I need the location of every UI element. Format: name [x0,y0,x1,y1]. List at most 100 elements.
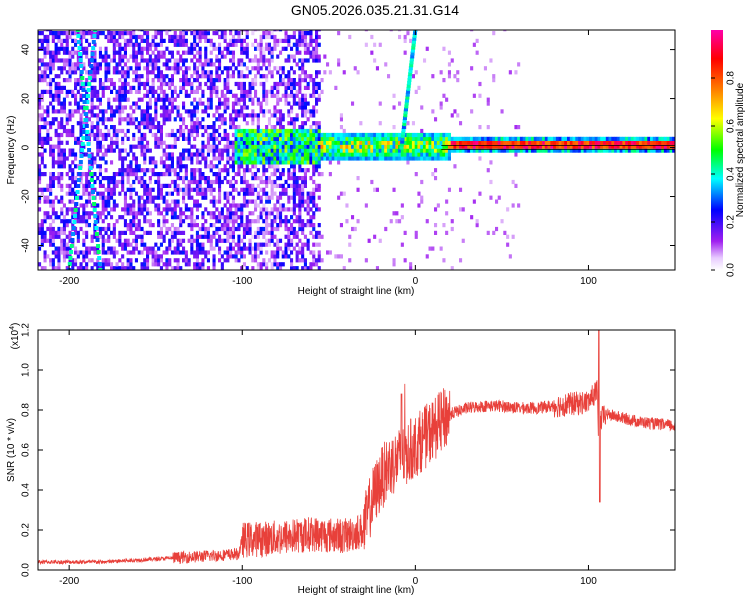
heatmap-cell [170,93,174,98]
heatmap-cell [603,136,607,141]
heatmap-cell [353,66,357,71]
heatmap-cell [359,140,363,145]
heatmap-cell [447,70,451,75]
heatmap-cell [231,199,235,204]
heatmap-cell [206,144,210,149]
heatmap-cell [206,78,210,83]
heatmap-cell [115,89,119,94]
heatmap-cell [193,105,197,110]
heatmap-cell [544,148,548,153]
heatmap-cell [170,81,174,87]
colorbar-tick-label: 0.6 [726,119,737,133]
heatmap-cell [212,128,216,134]
heatmap-cell [351,156,355,161]
heatmap-cell [237,160,241,165]
heatmap-cell [143,132,147,138]
heatmap-cell [184,109,188,114]
heatmap-cell [38,93,42,98]
heatmap-cell [60,156,64,161]
heatmap-cell [46,34,50,40]
heatmap-cell [159,81,163,87]
heatmap-cell [248,132,252,138]
heatmap-cell [40,70,44,75]
heatmap-cell [101,152,105,157]
heatmap-cell [290,207,294,212]
heatmap-cell [170,160,174,165]
heatmap-cell [151,132,155,138]
heatmap-cell [49,93,53,98]
heatmap-cell [195,152,199,157]
heatmap-cell [182,78,186,83]
heatmap-cell [279,38,283,43]
heatmap-cell [218,140,222,145]
heatmap-cell [220,238,224,243]
heatmap-cell [38,223,42,228]
heatmap-cell [395,144,399,149]
heatmap-cell [49,101,53,106]
heatmap-cell [262,62,266,67]
heatmap-cell [245,34,249,40]
heatmap-cell [65,254,69,259]
heatmap-cell [57,179,61,185]
heatmap-cell [234,203,238,208]
heatmap-cell [187,215,191,220]
heatmap-cell [240,215,244,220]
heatmap-cell [68,168,72,173]
heatmap-cell [284,254,288,259]
heatmap-cell [251,187,255,192]
heatmap-cell [162,152,166,157]
heatmap-cell [284,215,288,220]
heatmap-cell [315,74,319,79]
heatmap-cell [414,152,418,157]
heatmap-cell [373,187,377,192]
heatmap-cell [190,172,194,177]
heatmap-cell [40,238,44,243]
heatmap-cell [431,156,435,161]
heatmap-cell [115,97,119,102]
heatmap-cell [317,81,321,87]
heatmap-cell [43,187,47,192]
heatmap-cell [96,89,100,94]
heatmap-cell [159,172,163,177]
heatmap-cell [240,81,244,87]
heatmap-cell [375,144,379,149]
heatmap-cell [315,58,319,63]
heatmap-cell [206,125,210,130]
heatmap-cell [162,199,166,204]
heatmap-cell [112,199,116,204]
heatmap-cell [281,262,285,267]
heatmap-cell [165,164,169,169]
heatmap-cell [312,234,316,239]
heatmap-cell [583,136,587,141]
heatmap-cell [298,148,302,153]
heatmap-cell [90,128,94,134]
heatmap-cell [575,144,579,149]
heatmap-cell [60,164,64,169]
heatmap-cell [276,266,280,270]
heatmap-cell [312,58,316,63]
heatmap-cell [87,250,91,255]
heatmap-cell [110,81,114,87]
heatmap-cell [179,128,183,134]
heatmap-cell [218,168,222,173]
heatmap-cell [87,109,91,114]
heatmap-cell [173,85,177,90]
heatmap-cell [98,211,102,216]
heatmap-cell [60,148,64,153]
heatmap-cell [403,34,407,40]
heatmap-cell [398,152,402,157]
heatmap-cell [298,66,302,71]
heatmap-cell [118,191,122,196]
heatmap-cell [115,31,119,36]
heatmap-cell [143,152,147,157]
heatmap-cell [303,258,307,263]
heatmap-cell [603,144,607,149]
heatmap-cell [146,168,150,173]
heatmap-cell [182,211,186,216]
heatmap-cell [134,234,138,239]
heatmap-cell [373,42,377,47]
heatmap-cell [425,254,429,259]
heatmap-cell [57,258,61,263]
heatmap-cell [148,195,152,200]
heatmap-cell [93,74,97,79]
